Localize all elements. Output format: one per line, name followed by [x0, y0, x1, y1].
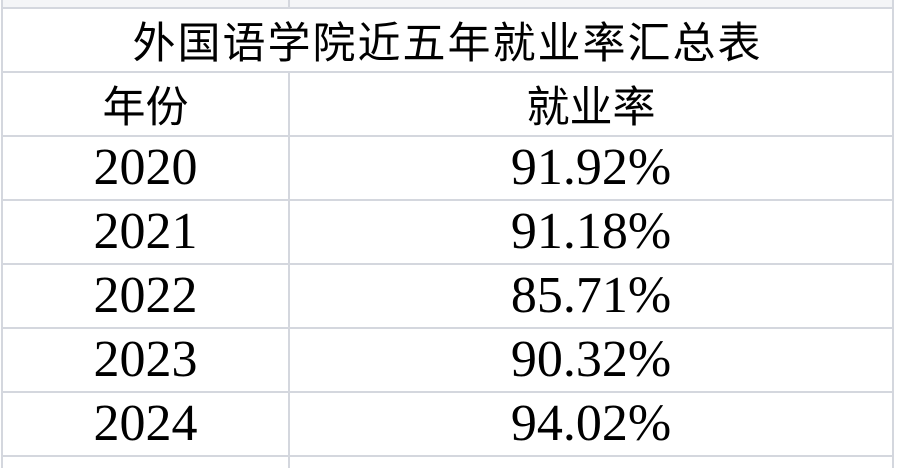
year-cell[interactable]: 2024	[1, 391, 290, 457]
partial-cell[interactable]	[288, 0, 894, 9]
year-cell[interactable]: 2020	[1, 135, 290, 201]
year-column-header[interactable]: 年份	[1, 71, 290, 137]
rate-cell[interactable]: 85.71%	[288, 263, 894, 329]
table-title-cell[interactable]: 外国语学院近五年就业率汇总表	[1, 7, 894, 73]
table-row: 2020 91.92%	[1, 135, 894, 201]
year-cell[interactable]: 2021	[1, 199, 290, 265]
rate-column-header[interactable]: 就业率	[288, 71, 894, 137]
rate-cell[interactable]: 91.92%	[288, 135, 894, 201]
partial-cell[interactable]	[1, 0, 290, 9]
rate-cell[interactable]: 90.32%	[288, 327, 894, 393]
title-row: 外国语学院近五年就业率汇总表	[1, 7, 894, 73]
year-cell[interactable]: 2023	[1, 327, 290, 393]
header-row: 年份 就业率	[1, 71, 894, 137]
table-row: 2022 85.71%	[1, 263, 894, 329]
rate-cell[interactable]: 91.18%	[288, 199, 894, 265]
partial-cell[interactable]	[1, 455, 290, 468]
table-row: 2023 90.32%	[1, 327, 894, 393]
partial-row-above	[1, 0, 894, 9]
table-row: 2021 91.18%	[1, 199, 894, 265]
partial-row-below	[1, 455, 894, 468]
partial-cell[interactable]	[288, 455, 894, 468]
rate-cell[interactable]: 94.02%	[288, 391, 894, 457]
year-cell[interactable]: 2022	[1, 263, 290, 329]
table-row: 2024 94.02%	[1, 391, 894, 457]
